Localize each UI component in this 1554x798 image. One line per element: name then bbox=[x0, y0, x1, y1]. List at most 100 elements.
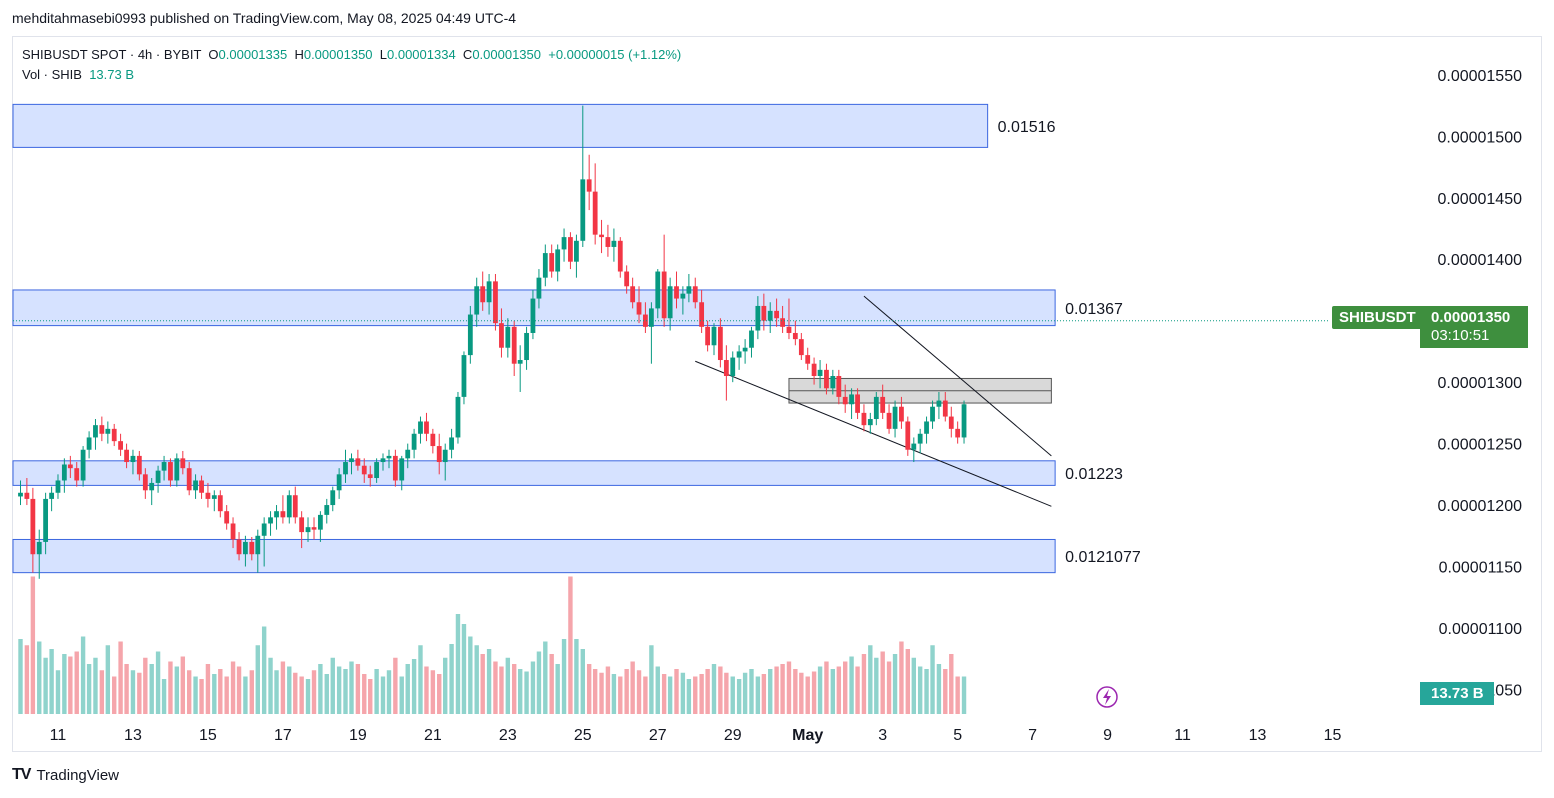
volume-bar bbox=[561, 639, 567, 714]
volume-label[interactable]: Vol · SHIB bbox=[22, 67, 82, 82]
candle-body bbox=[336, 474, 342, 491]
candle-body bbox=[617, 240, 623, 272]
volume-bar bbox=[661, 674, 667, 714]
lightning-icon bbox=[1096, 686, 1118, 708]
volume-bar bbox=[586, 664, 592, 714]
candle-body bbox=[674, 286, 679, 299]
zone-box bbox=[12, 460, 1056, 486]
volume-bar bbox=[105, 645, 111, 714]
volume-bar bbox=[693, 676, 698, 714]
candle-body bbox=[93, 425, 98, 438]
volume-bar bbox=[868, 645, 873, 714]
volume-bar bbox=[155, 651, 161, 714]
volume-bar bbox=[849, 656, 854, 714]
lightning-bolt-icon bbox=[1103, 689, 1111, 705]
volume-bar bbox=[86, 664, 92, 714]
candle-body bbox=[530, 298, 536, 333]
candle-body bbox=[442, 449, 448, 463]
candle-body bbox=[736, 351, 742, 358]
volume-bar bbox=[118, 641, 123, 714]
candle-body bbox=[243, 541, 248, 555]
volume-bar bbox=[511, 664, 517, 714]
candle-body bbox=[842, 396, 848, 405]
volume-bar bbox=[368, 679, 373, 714]
volume-bar bbox=[811, 671, 817, 714]
candle-body bbox=[755, 305, 761, 331]
candle-body bbox=[255, 535, 261, 555]
volume-bar bbox=[230, 661, 236, 714]
volume-bar bbox=[530, 661, 536, 714]
volume-bar bbox=[592, 669, 598, 714]
volume-bar bbox=[624, 669, 629, 714]
volume-bar bbox=[955, 676, 960, 714]
candle-body bbox=[455, 396, 461, 438]
y-tick-label: 0.00001100 bbox=[1439, 621, 1522, 638]
candle-body bbox=[524, 332, 529, 361]
volume-bar bbox=[212, 674, 217, 714]
volume-bar bbox=[874, 657, 879, 714]
y-tick-label: 0.00001450 bbox=[1437, 191, 1522, 208]
volume-bar bbox=[493, 661, 498, 714]
candle-body bbox=[774, 310, 779, 319]
volume-bar bbox=[399, 676, 404, 714]
tradingview-logo-icon[interactable]: TV bbox=[12, 766, 31, 783]
volume-bar bbox=[430, 670, 436, 714]
volume-bar bbox=[742, 672, 748, 714]
candle-body bbox=[86, 437, 92, 450]
volume-bar bbox=[62, 654, 67, 714]
candle-body bbox=[211, 495, 217, 499]
zone-label: 0.01367 bbox=[1065, 301, 1123, 318]
candle-body bbox=[130, 455, 136, 463]
high-value: 0.00001350 bbox=[303, 47, 373, 62]
volume-bar bbox=[930, 645, 935, 714]
candle-body bbox=[349, 458, 354, 463]
candle-body bbox=[586, 179, 592, 192]
volume-bar bbox=[393, 657, 398, 714]
volume-bar bbox=[730, 676, 735, 714]
candle-body bbox=[742, 347, 748, 352]
symbol-line[interactable]: SHIBUSDT SPOT · 4h · BYBIT bbox=[22, 47, 202, 62]
candle-body bbox=[505, 326, 511, 348]
candle-body bbox=[274, 511, 279, 518]
candle-body bbox=[780, 318, 785, 327]
candle-body bbox=[630, 286, 636, 303]
volume-bar bbox=[543, 641, 548, 714]
volume-bar bbox=[124, 664, 129, 714]
candle-body bbox=[205, 492, 211, 499]
volume-bar bbox=[643, 676, 648, 714]
candle-body bbox=[886, 412, 892, 429]
candle-body bbox=[767, 310, 773, 321]
x-tick-label: 23 bbox=[499, 727, 517, 744]
candle-body bbox=[111, 428, 117, 442]
candle-body bbox=[299, 517, 305, 533]
candle-body bbox=[761, 305, 767, 321]
candle-body bbox=[286, 495, 292, 518]
candle-body bbox=[511, 326, 517, 364]
footer-brand[interactable]: TradingView bbox=[36, 766, 119, 784]
candle-body bbox=[642, 314, 648, 327]
candle-body bbox=[730, 357, 736, 376]
candle-body bbox=[592, 191, 598, 235]
candle-body bbox=[705, 326, 711, 346]
volume-bar bbox=[336, 666, 342, 714]
volume-bar bbox=[861, 654, 867, 714]
close-value: 0.00001350 bbox=[472, 47, 541, 62]
volume-bar bbox=[74, 651, 79, 714]
candle-body bbox=[873, 396, 879, 420]
candle-body bbox=[380, 458, 386, 463]
volume-bar bbox=[424, 666, 429, 714]
candle-body bbox=[49, 492, 55, 499]
candle-body bbox=[830, 376, 836, 389]
volume-bar bbox=[855, 666, 860, 714]
candle-body bbox=[711, 326, 717, 346]
last-price-tag: 0.00001350 03:10:51 bbox=[1420, 306, 1528, 348]
candle-body bbox=[542, 253, 548, 278]
x-tick-label: 11 bbox=[1174, 727, 1191, 744]
volume-bar bbox=[549, 654, 554, 714]
volume-bar bbox=[418, 645, 423, 714]
volume-bar bbox=[824, 661, 829, 714]
zone-box bbox=[12, 103, 989, 148]
volume-bar bbox=[793, 669, 798, 714]
candle-body bbox=[249, 541, 255, 555]
